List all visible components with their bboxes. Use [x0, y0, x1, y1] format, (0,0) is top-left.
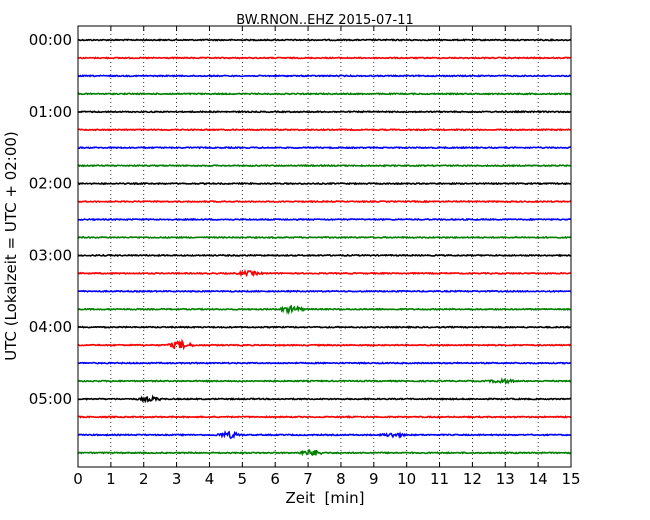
trace-0200	[77, 181, 572, 186]
x-tick-label-15: 15	[561, 470, 580, 488]
trace-0030	[77, 74, 572, 78]
y-tick-label-0: 00:00	[29, 31, 72, 49]
x-tick-label-2: 2	[139, 470, 149, 488]
trace-0245	[77, 235, 572, 240]
x-tick-label-9: 9	[369, 470, 379, 488]
trace-0300	[77, 253, 572, 258]
trace-0345	[77, 304, 572, 315]
trace-0500	[77, 394, 572, 404]
trace-0545	[77, 449, 572, 457]
y-tick-label-1: 01:00	[29, 103, 72, 121]
x-tick-label-13: 13	[496, 470, 515, 488]
trace-0100	[77, 110, 572, 114]
trace-0045	[77, 92, 572, 96]
trace-0130	[77, 145, 572, 150]
x-tick-label-4: 4	[205, 470, 215, 488]
trace-0000	[77, 38, 572, 42]
trace-0530	[77, 429, 572, 440]
trace-0215	[77, 199, 572, 204]
chart-title: BW.RNON..EHZ 2015-07-11	[236, 13, 414, 28]
y-tick-label-3: 03:00	[29, 246, 72, 264]
trace-0400	[77, 325, 572, 330]
y-tick-label-4: 04:00	[29, 318, 72, 336]
x-tick-label-8: 8	[336, 470, 346, 488]
x-tick-label-14: 14	[529, 470, 548, 488]
trace-0315	[77, 268, 572, 278]
grid-lines	[110, 26, 539, 467]
x-tick-label-12: 12	[463, 470, 482, 488]
trace-0115	[77, 127, 572, 132]
x-tick-label-10: 10	[397, 470, 416, 488]
x-axis-label: Zeit [min]	[285, 489, 364, 507]
x-tick-label-11: 11	[430, 470, 449, 488]
x-tick-label-6: 6	[270, 470, 280, 488]
x-tick-label-7: 7	[303, 470, 313, 488]
y-tick-label-2: 02:00	[29, 175, 72, 193]
trace-0415	[77, 338, 572, 351]
y-tick-label-5: 05:00	[29, 390, 72, 408]
trace-0430	[77, 361, 572, 365]
trace-0015	[77, 56, 572, 60]
x-axis-ticks: 0 1 2 3 4 5 6 7 8 9 10 11 12 13 14 15	[73, 26, 581, 488]
y-axis-ticks: 00:00 01:00 02:00 03:00 04:00 05:00	[29, 31, 571, 408]
x-tick-label-3: 3	[172, 470, 182, 488]
x-tick-label-1: 1	[106, 470, 116, 488]
y-axis-label: UTC (Lokalzeit = UTC + 02:00)	[2, 131, 20, 361]
plot-frame	[77, 25, 572, 468]
trace-0515	[77, 415, 572, 419]
trace-0330	[77, 289, 572, 294]
x-tick-label-0: 0	[73, 470, 83, 488]
trace-0145	[77, 163, 571, 168]
trace-0445	[77, 377, 572, 385]
x-tick-label-5: 5	[238, 470, 248, 488]
trace-0230	[77, 217, 572, 222]
seismogram-traces	[77, 38, 572, 457]
